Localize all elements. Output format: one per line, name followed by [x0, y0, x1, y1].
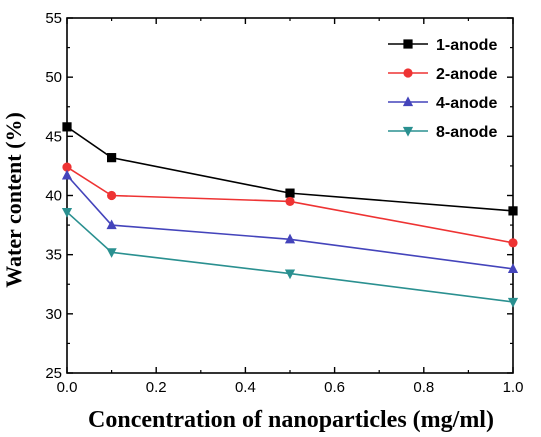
- data-point-1-anode: [508, 206, 518, 216]
- legend-marker: [403, 39, 413, 49]
- series-line-4-anode: [66, 174, 514, 270]
- data-point-8-anode: [507, 297, 519, 308]
- series-2-anode: [62, 162, 518, 248]
- y-tick-label: 40: [45, 188, 62, 205]
- data-point-1-anode: [285, 188, 295, 198]
- series-line-1-anode: [66, 126, 514, 212]
- y-tick-label: 50: [45, 69, 62, 86]
- legend-marker: [403, 68, 413, 78]
- data-point-2-anode: [107, 190, 117, 201]
- x-axis-ticks: 0.0 0.2 0.4 0.6 0.8 1.0: [57, 18, 524, 396]
- y-tick-label: 55: [45, 10, 62, 27]
- series-line-8-anode: [66, 211, 514, 303]
- y-tick-label: 35: [45, 247, 62, 264]
- data-point-2-anode: [508, 238, 518, 248]
- series-1-anode: [62, 122, 518, 216]
- y-tick-label: 45: [45, 128, 62, 145]
- y-axis-title: Water content (%): [1, 112, 26, 288]
- data-point-4-anode: [61, 169, 73, 180]
- legend-marker: [402, 126, 414, 137]
- y-tick-label: 30: [45, 306, 62, 323]
- legend-item-2-anode: 2-anode: [388, 66, 497, 83]
- data-point-1-anode: [107, 153, 117, 163]
- data-point-1-anode: [62, 122, 72, 132]
- x-tick-label: 0.6: [324, 379, 345, 396]
- data-point-8-anode: [106, 248, 117, 258]
- data-point-2-anode: [62, 162, 72, 172]
- series-line-2-anode: [66, 166, 514, 244]
- series-4-anode: [61, 169, 519, 273]
- series-layer: [61, 122, 519, 308]
- legend-marker: [402, 96, 414, 107]
- x-tick-label: 0.8: [413, 379, 434, 396]
- legend-label: 4-anode: [436, 95, 497, 112]
- series-8-anode: [61, 207, 519, 308]
- x-tick-label: 0.0: [57, 379, 78, 396]
- legend-label: 2-anode: [436, 66, 497, 83]
- legend-label: 1-anode: [436, 37, 497, 54]
- data-point-8-anode: [61, 207, 73, 218]
- x-tick-label: 1.0: [503, 379, 524, 396]
- legend: 1-anode 2-anode 4-anode 8-anode: [388, 37, 497, 141]
- x-tick-label: 0.4: [235, 379, 256, 396]
- legend-label: 8-anode: [436, 124, 497, 141]
- x-tick-label: 0.2: [146, 379, 167, 396]
- data-point-2-anode: [285, 196, 295, 207]
- legend-item-1-anode: 1-anode: [388, 37, 497, 54]
- legend-item-8-anode: 8-anode: [388, 124, 497, 141]
- legend-item-4-anode: 4-anode: [388, 95, 497, 112]
- y-tick-label: 25: [45, 365, 62, 382]
- data-point-8-anode: [284, 269, 296, 280]
- data-point-4-anode: [284, 233, 296, 244]
- data-point-4-anode: [507, 263, 519, 273]
- y-axis-ticks: 25 30 35 40 45 50 55: [45, 10, 513, 382]
- x-axis-title: Concentration of nanoparticles (mg/ml): [88, 407, 494, 433]
- data-point-4-anode: [106, 219, 117, 230]
